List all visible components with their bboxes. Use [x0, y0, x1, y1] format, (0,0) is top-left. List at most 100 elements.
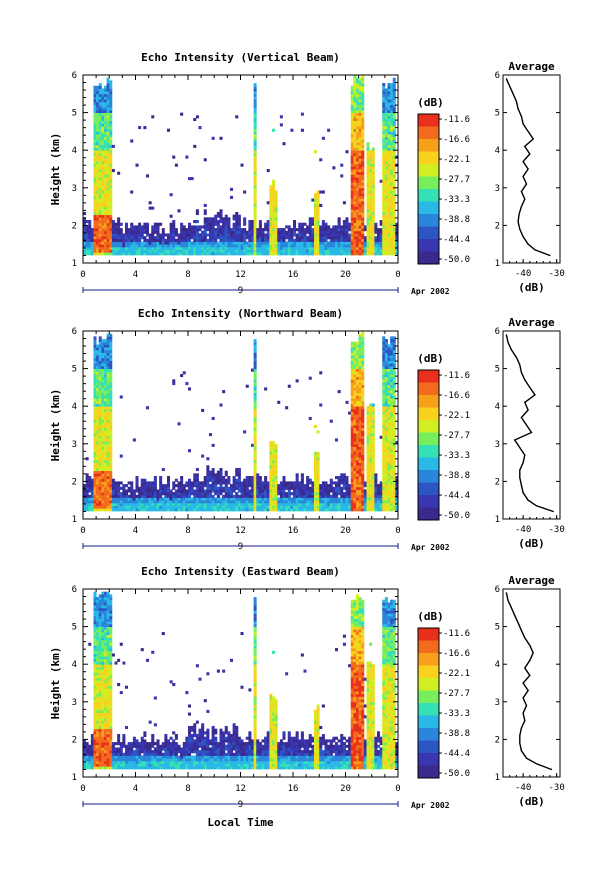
echo-cell — [369, 435, 373, 439]
echo-cell — [382, 193, 386, 197]
echo-cell — [324, 236, 328, 240]
echo-cell — [138, 225, 142, 229]
echo-cell — [387, 171, 391, 175]
echo-cell — [127, 228, 131, 232]
echo-cell — [214, 246, 218, 250]
echo-cell — [106, 185, 110, 189]
echo-cell — [237, 238, 241, 242]
echo-cell — [104, 441, 108, 445]
echo-cell — [361, 182, 365, 186]
echo-cell — [253, 486, 257, 490]
echo-cell — [361, 494, 365, 498]
echo-cell — [353, 241, 357, 245]
echo-cell — [93, 363, 97, 367]
echo-cell — [340, 241, 344, 245]
echo-cell — [209, 249, 213, 253]
echo-cell — [203, 211, 207, 216]
echo-cell — [235, 220, 239, 224]
echo-cell — [353, 441, 357, 445]
echo-cell — [235, 233, 239, 237]
echo-cell — [350, 357, 354, 361]
echo-cell — [361, 398, 365, 402]
echo-cell — [98, 441, 102, 445]
echo-cell — [232, 217, 236, 221]
echo-cell — [195, 478, 199, 482]
echo-cell — [185, 249, 189, 253]
echo-cell — [308, 489, 312, 493]
echo-cell — [151, 481, 155, 485]
echo-cell — [358, 109, 362, 113]
echo-cell — [342, 228, 346, 232]
echo-cell — [109, 171, 113, 175]
echo-cell — [101, 222, 105, 226]
echo-cell — [269, 481, 273, 485]
echo-cell — [104, 454, 108, 458]
echo-cell — [366, 505, 370, 509]
echo-cell — [195, 505, 199, 509]
echo-cell — [119, 454, 123, 458]
echo-cell — [285, 246, 289, 250]
echo-cell — [356, 220, 360, 224]
echo-cell — [319, 502, 323, 506]
echo-cell — [188, 387, 192, 391]
echo-cell — [143, 478, 147, 482]
echo-cell — [371, 489, 375, 493]
y-tick-label: 1 — [72, 259, 77, 269]
echo-cell — [353, 435, 357, 439]
echo-cell — [384, 126, 388, 130]
echo-cell — [272, 238, 276, 242]
echo-cell — [111, 244, 115, 248]
echo-cell — [392, 85, 396, 89]
echo-cell — [111, 222, 115, 226]
echo-cell — [324, 484, 328, 488]
echo-cell — [206, 470, 210, 474]
echo-cell — [201, 481, 205, 485]
echo-cell — [350, 349, 354, 353]
echo-cell — [366, 177, 370, 181]
echo-cell — [272, 252, 276, 256]
echo-cell — [314, 249, 318, 253]
echo-cell — [361, 492, 365, 496]
echo-cell — [356, 344, 360, 348]
echo-cell — [93, 476, 97, 480]
echo-cell — [358, 150, 362, 154]
echo-cell — [332, 230, 336, 234]
echo-cell — [104, 411, 108, 415]
echo-cell — [90, 505, 94, 509]
echo-cell — [337, 478, 341, 482]
echo-cell — [224, 233, 228, 237]
echo-cell — [269, 187, 273, 191]
echo-cell — [106, 497, 110, 501]
echo-cell — [98, 449, 102, 453]
echo-cell — [395, 244, 399, 248]
echo-cell — [377, 489, 381, 493]
echo-cell — [211, 478, 215, 482]
echo-cell — [101, 134, 105, 138]
echo-cell — [93, 419, 97, 423]
echo-cell — [240, 484, 244, 488]
echo-cell — [235, 252, 239, 256]
echo-cell — [387, 155, 391, 159]
echo-cell — [111, 236, 115, 240]
echo-cell — [272, 249, 276, 253]
echo-cell — [209, 433, 213, 437]
echo-cell — [251, 500, 255, 504]
echo-cell — [190, 486, 194, 490]
echo-cell — [353, 249, 357, 253]
echo-cell — [356, 438, 360, 442]
echo-cell — [114, 228, 118, 232]
echo-cell — [106, 435, 110, 439]
echo-cell — [153, 481, 157, 485]
echo-cell — [361, 214, 365, 218]
echo-cell — [224, 249, 228, 253]
echo-cell — [119, 508, 123, 512]
echo-cell — [274, 214, 278, 218]
echo-cell — [279, 481, 283, 485]
echo-cell — [316, 249, 320, 253]
echo-cell — [104, 152, 108, 156]
echo-cell — [125, 238, 129, 242]
echo-cell — [104, 376, 108, 380]
echo-cell — [382, 117, 386, 122]
echo-cell — [361, 387, 365, 391]
echo-cell — [111, 481, 115, 485]
